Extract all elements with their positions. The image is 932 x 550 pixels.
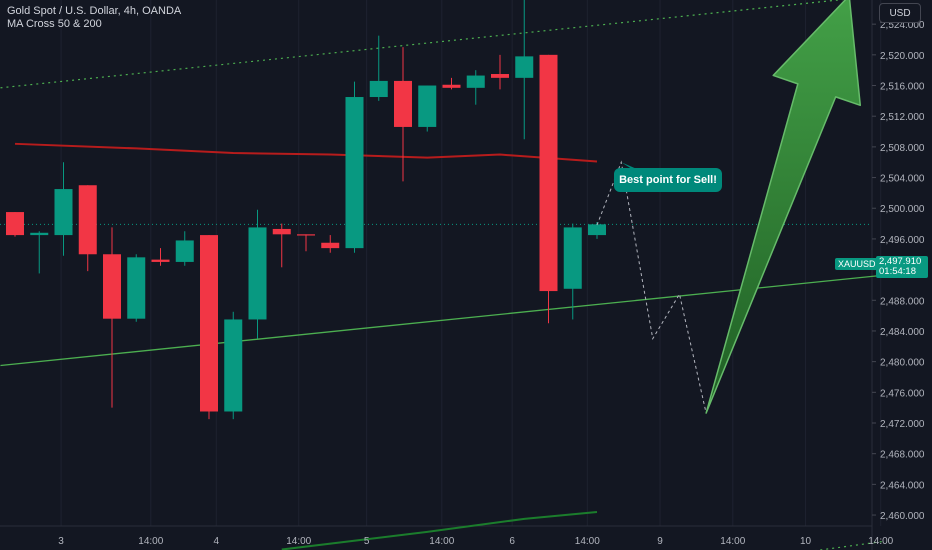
last-price-badge: 2,497.910 01:54:18 (876, 256, 928, 278)
candle-body (369, 80, 388, 98)
trend-lines (0, 0, 886, 550)
ma-50-line (14, 142, 598, 163)
currency-button[interactable]: USD (879, 3, 921, 23)
arrow-annotation[interactable] (705, 0, 862, 414)
moving-averages (0, 142, 872, 550)
price-tick-label: 2,484.000 (880, 327, 925, 338)
candle-body (30, 232, 49, 236)
price-tick-label: 2,488.000 (880, 296, 925, 307)
candle-body (248, 227, 267, 320)
price-tick-label: 2,524.000 (880, 20, 925, 31)
symbol-title[interactable]: Gold Spot / U.S. Dollar, 4h, OANDA (7, 5, 182, 17)
candle-body (394, 80, 412, 127)
time-tick-label: 4 (213, 536, 219, 547)
candle-body (491, 74, 509, 78)
candle-body (224, 319, 243, 412)
time-tick-label: 5 (364, 536, 370, 547)
candle-body (321, 242, 340, 249)
price-tick-label: 2,496.000 (880, 235, 925, 246)
last-price: 2,497.910 (879, 256, 922, 267)
time-tick-label: 14:00 (138, 536, 163, 547)
candle-body (515, 56, 534, 78)
candle-body (442, 84, 461, 88)
price-tick-label: 2,472.000 (880, 419, 925, 430)
price-tick-label: 2,464.000 (880, 480, 925, 491)
price-tick-label: 2,512.000 (880, 112, 925, 123)
candle-body (272, 228, 291, 235)
candle-body (200, 235, 218, 412)
candle-body (54, 189, 73, 236)
price-tick-label: 2,468.000 (880, 450, 925, 461)
projection-zigzag (596, 160, 707, 414)
time-tick-label: 3 (58, 536, 64, 547)
indicator-label[interactable]: MA Cross 50 & 200 (7, 18, 102, 30)
up-arrow (705, 0, 862, 414)
candle-body (6, 212, 24, 236)
candle-body (175, 240, 194, 262)
time-tick-label: 14:00 (286, 536, 311, 547)
price-tick-label: 2,460.000 (880, 511, 925, 522)
time-tick-label: 14:00 (720, 536, 745, 547)
sell-callout[interactable]: Best point for Sell! (614, 168, 722, 192)
price-tick-label: 2,500.000 (880, 204, 925, 215)
time-tick-label: 10 (800, 536, 812, 547)
price-tick-label: 2,516.000 (880, 82, 925, 93)
chart-legend: Gold Spot / U.S. Dollar, 4h, OANDA MA Cr… (7, 5, 181, 31)
time-tick-label: 14:00 (868, 536, 893, 547)
price-axis[interactable]: 2,460.000 2,464.000 2,468.000 2,472.000 2,47… (872, 20, 925, 522)
bar-countdown: 01:54:18 (879, 266, 916, 277)
candle-body (466, 75, 485, 88)
lower-trend-line (0, 274, 886, 367)
candle-body (563, 227, 582, 289)
time-tick-label: 14:00 (575, 536, 600, 547)
symbol-badge: XAUUSD (835, 258, 879, 270)
time-tick-label: 6 (509, 536, 515, 547)
candle-body (588, 224, 606, 236)
price-tick-label: 2,476.000 (880, 388, 925, 399)
candles (6, 0, 606, 420)
time-axis[interactable]: 3 14:00 4 14:00 5 14:00 6 14:00 9 14:00 10 14:00 (58, 536, 893, 547)
upper-channel-line (0, 0, 844, 89)
time-tick-label: 14:00 (429, 536, 454, 547)
candle-body (345, 97, 364, 249)
candle-body (418, 85, 437, 127)
price-tick-label: 2,480.000 (880, 358, 925, 369)
time-tick-label: 9 (657, 536, 663, 547)
candle-body (127, 257, 146, 319)
price-tick-label: 2,508.000 (880, 143, 925, 154)
candle-body (539, 54, 558, 292)
ma-200-line (281, 510, 598, 550)
projection-path (596, 160, 707, 414)
candle-body (103, 254, 121, 319)
candle-body (151, 259, 170, 262)
candle-body (297, 234, 315, 236)
candle-body (78, 185, 97, 255)
price-tick-label: 2,504.000 (880, 174, 925, 185)
price-tick-label: 2,520.000 (880, 51, 925, 62)
